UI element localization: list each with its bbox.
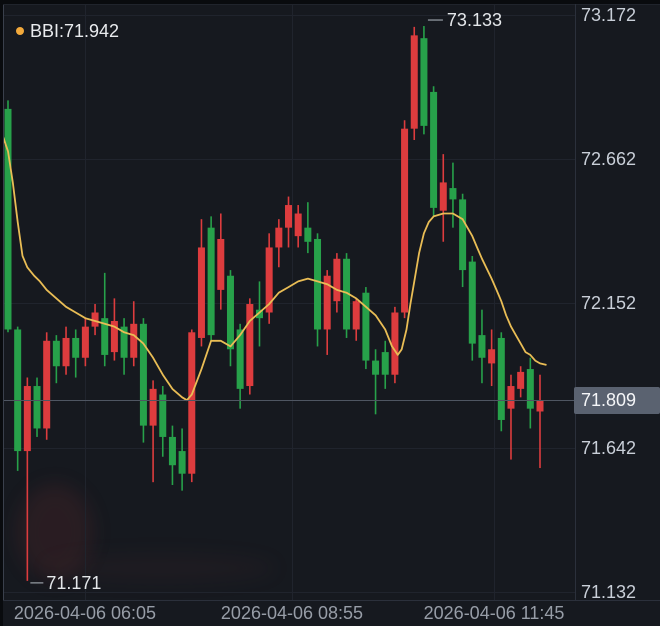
candle[interactable] xyxy=(159,386,167,457)
candle[interactable] xyxy=(517,366,525,398)
candle[interactable] xyxy=(275,219,283,268)
candle[interactable] xyxy=(314,233,322,347)
candle[interactable] xyxy=(285,196,293,248)
candle[interactable] xyxy=(178,428,186,491)
watermark xyxy=(17,484,275,582)
bbi-dot-icon xyxy=(16,27,24,35)
plot-border-left xyxy=(3,4,4,601)
candle[interactable] xyxy=(536,374,544,469)
candle[interactable] xyxy=(372,349,380,415)
candle[interactable] xyxy=(197,219,205,347)
candle[interactable] xyxy=(449,162,457,228)
candle[interactable] xyxy=(497,332,505,432)
indicator-legend[interactable]: BBI:71.942 xyxy=(16,20,119,42)
left-edge xyxy=(0,0,3,626)
candle[interactable] xyxy=(188,329,196,483)
candle[interactable] xyxy=(23,377,31,581)
axis-divider xyxy=(575,4,576,601)
candle[interactable] xyxy=(294,205,302,248)
candle[interactable] xyxy=(52,335,60,384)
candle[interactable] xyxy=(459,193,467,288)
price-axis-label: 71.642 xyxy=(581,437,637,458)
candle[interactable] xyxy=(410,26,418,140)
candle[interactable] xyxy=(101,272,109,367)
candle[interactable] xyxy=(488,329,496,387)
price-axis-label: 73.172 xyxy=(581,5,637,25)
plot-border-top xyxy=(3,4,660,5)
candle[interactable] xyxy=(81,318,89,367)
candle[interactable] xyxy=(352,298,360,341)
candle[interactable] xyxy=(207,216,215,341)
indicator-label: BBI:71.942 xyxy=(30,21,120,41)
candle[interactable] xyxy=(265,233,273,324)
candle[interactable] xyxy=(130,301,138,367)
candle[interactable] xyxy=(139,318,147,443)
candle[interactable] xyxy=(526,357,534,429)
candle[interactable] xyxy=(420,26,428,135)
price-axis-label: 71.132 xyxy=(581,581,637,602)
candle[interactable] xyxy=(362,287,370,370)
candle[interactable] xyxy=(236,323,244,409)
candle[interactable] xyxy=(226,270,234,367)
candle[interactable] xyxy=(478,309,486,384)
candle[interactable] xyxy=(246,298,254,395)
price-axis-label: 72.662 xyxy=(581,149,637,170)
bbi-line xyxy=(2,136,547,402)
candle[interactable] xyxy=(168,425,176,486)
last-price-tag: 71.809 xyxy=(574,386,660,414)
high-marker-label: 73.133 xyxy=(446,10,502,31)
candles-layer[interactable] xyxy=(4,26,544,581)
candle[interactable] xyxy=(430,86,438,217)
candle[interactable] xyxy=(507,374,515,460)
last-price-value: 71.809 xyxy=(581,389,637,410)
top-edge xyxy=(0,0,660,4)
candle[interactable] xyxy=(120,318,128,375)
candle[interactable] xyxy=(62,326,70,375)
candle[interactable] xyxy=(401,120,409,319)
candle[interactable] xyxy=(381,340,389,389)
candle[interactable] xyxy=(91,304,99,336)
candle[interactable] xyxy=(72,329,80,378)
candle[interactable] xyxy=(439,154,447,242)
candle[interactable] xyxy=(343,253,351,338)
candle[interactable] xyxy=(304,202,312,254)
price-axis-label: 72.152 xyxy=(581,293,637,314)
time-axis-label: 2026-04-06 11:45 xyxy=(423,603,565,623)
low-marker-label: 71.171 xyxy=(46,572,102,593)
candle[interactable] xyxy=(391,306,399,384)
candle[interactable] xyxy=(43,332,51,440)
candle[interactable] xyxy=(468,255,476,361)
time-axis-label: 2026-04-06 06:05 xyxy=(13,603,157,623)
candle[interactable] xyxy=(217,213,225,310)
candle[interactable] xyxy=(33,377,41,437)
candle[interactable] xyxy=(4,100,12,333)
candle[interactable] xyxy=(149,380,157,483)
candle[interactable] xyxy=(255,281,263,347)
grid-layer xyxy=(3,5,575,600)
candle[interactable] xyxy=(110,298,118,361)
plot-border-bottom xyxy=(3,600,660,601)
candle[interactable] xyxy=(14,326,22,471)
time-axis-label: 2026-04-06 08:55 xyxy=(220,603,364,623)
candle[interactable] xyxy=(333,253,341,313)
